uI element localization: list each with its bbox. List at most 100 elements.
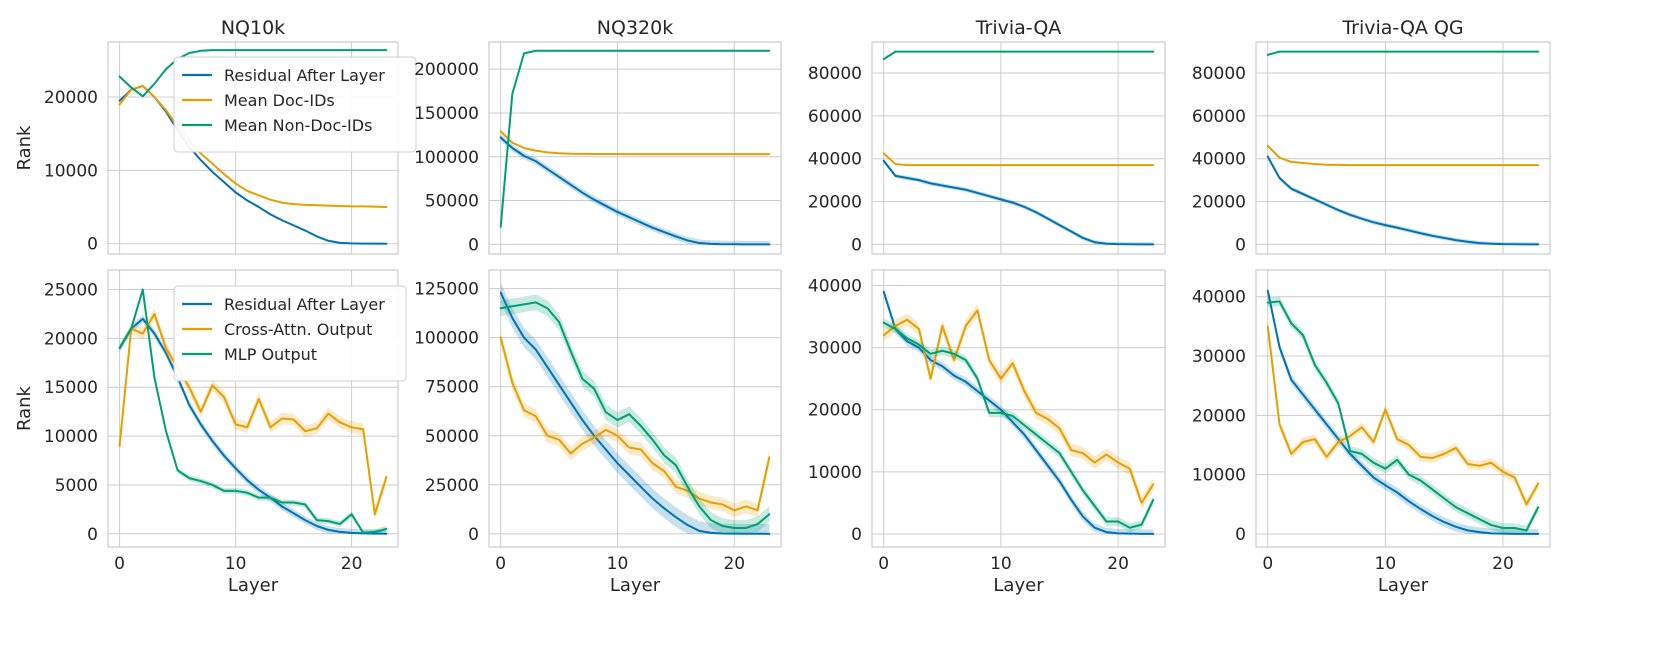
x-tick-label: 20: [1107, 554, 1129, 574]
panel-title: NQ320k: [597, 17, 673, 39]
x-tick-label: 10: [607, 554, 629, 574]
series-cross-attn-output: [882, 304, 1155, 510]
panel-title: Trivia-QA QG: [1341, 17, 1463, 39]
series-line: [882, 152, 1155, 167]
plot-frame: [871, 41, 1166, 255]
x-tick-label: 0: [878, 554, 889, 574]
series-mlp-output: [118, 286, 388, 534]
series-line: [1266, 300, 1540, 532]
panel-title: NQ10k: [221, 17, 285, 39]
series-line: [1266, 289, 1540, 535]
series-line: [882, 321, 1155, 529]
y-tick-label: 10000: [44, 161, 98, 181]
series-cross-attn-output: [1266, 321, 1540, 510]
y-tick-label: 125000: [414, 280, 479, 300]
y-tick-label: 20000: [1192, 406, 1246, 426]
y-tick-label: 20000: [44, 329, 98, 349]
legend-frame: [173, 285, 407, 382]
series-mlp-output: [499, 294, 771, 534]
x-axis-label: Layer: [610, 575, 661, 596]
y-tick-label: 15000: [44, 378, 98, 398]
plot-frame: [107, 269, 399, 548]
series-line: [1266, 155, 1540, 246]
series-residual-after-layer: [118, 314, 388, 535]
series-cross-attn-output: [499, 330, 771, 518]
series-mlp-output: [882, 318, 1155, 533]
series-line: [118, 317, 388, 535]
y-tick-label: 0: [87, 235, 98, 255]
y-tick-label: 0: [87, 525, 98, 545]
y-tick-label: 10000: [1192, 466, 1246, 486]
y-tick-label: 0: [851, 235, 862, 255]
plot-frame: [488, 269, 782, 548]
panel-6: 0 10 20 0 25000 50000 75000 100000 125000 Layer: [414, 269, 782, 596]
y-tick-label: 80000: [1192, 64, 1246, 84]
x-axis-label: Layer: [1378, 575, 1429, 596]
legend-frame: [173, 56, 417, 153]
y-tick-label: 60000: [1192, 107, 1246, 127]
series-line: [499, 136, 771, 246]
series-line: [882, 50, 1155, 61]
y-tick-label: 150000: [414, 104, 479, 124]
y-tick-label: 25000: [44, 281, 98, 301]
x-tick-label: 0: [1262, 554, 1273, 574]
series-residual-after-layer: [499, 282, 771, 535]
x-tick-label: 20: [1492, 554, 1514, 574]
confidence-band: [500, 133, 770, 245]
y-tick-label: 50000: [425, 427, 479, 447]
x-tick-label: 10: [1375, 554, 1397, 574]
confidence-band: [883, 287, 1154, 534]
series-line: [1266, 144, 1540, 167]
y-tick-label: 100000: [414, 329, 479, 349]
series-mean-doc-ids: [499, 130, 771, 156]
series-line: [499, 49, 771, 228]
y-tick-label: 10000: [44, 427, 98, 447]
panel-title: Trivia-QA: [975, 17, 1062, 39]
y-tick-label: 80000: [808, 64, 862, 84]
legend-entry: Cross-Attn. Output: [224, 320, 372, 339]
panel-3: 0 20000 40000 60000 80000 Trivia-QA: [808, 17, 1166, 255]
y-tick-label: 20000: [808, 401, 862, 421]
series-cross-attn-output: [118, 308, 388, 521]
legend-entry: Residual After Layer: [224, 66, 385, 85]
y-tick-label: 25000: [425, 476, 479, 496]
legend-entry: MLP Output: [224, 345, 317, 364]
plot-frame: [1255, 269, 1551, 548]
legend-entry: Mean Doc-IDs: [224, 91, 335, 110]
y-axis-label: Rank: [14, 385, 35, 431]
panel-8: 0 10 20 0 10000 20000 30000 40000 Layer: [1192, 269, 1551, 596]
x-tick-label: 0: [114, 554, 125, 574]
x-axis-label: Layer: [228, 575, 279, 596]
series-line: [499, 336, 771, 512]
series-mean-doc-ids: [118, 85, 388, 209]
series-line: [882, 290, 1155, 535]
y-tick-label: 200000: [414, 60, 479, 80]
confidence-band: [883, 304, 1154, 510]
y-tick-label: 5000: [55, 476, 98, 496]
series-line: [118, 312, 388, 516]
legend-entry: Mean Non-Doc-IDs: [224, 116, 372, 135]
series-line: [118, 49, 388, 98]
series-mlp-output: [1266, 296, 1540, 534]
y-tick-label: 40000: [808, 150, 862, 170]
series-line: [1266, 325, 1540, 506]
series-residual-after-layer: [1266, 286, 1540, 535]
y-tick-label: 40000: [1192, 288, 1246, 308]
x-tick-label: 0: [495, 554, 506, 574]
plot-frame: [488, 41, 782, 255]
y-tick-label: 20000: [44, 88, 98, 108]
plot-frame: [871, 269, 1166, 548]
y-tick-label: 100000: [414, 148, 479, 168]
y-tick-label: 75000: [425, 378, 479, 398]
series-line: [499, 291, 771, 535]
series-residual-after-layer: [882, 287, 1155, 535]
series-line: [499, 130, 771, 156]
series-line: [118, 85, 388, 209]
series-mean-non-doc-ids: [1266, 50, 1540, 56]
series-mean-doc-ids: [882, 152, 1155, 167]
y-tick-label: 0: [1235, 525, 1246, 545]
y-tick-label: 0: [468, 235, 479, 255]
series-mean-non-doc-ids: [882, 50, 1155, 61]
y-tick-label: 20000: [1192, 193, 1246, 213]
